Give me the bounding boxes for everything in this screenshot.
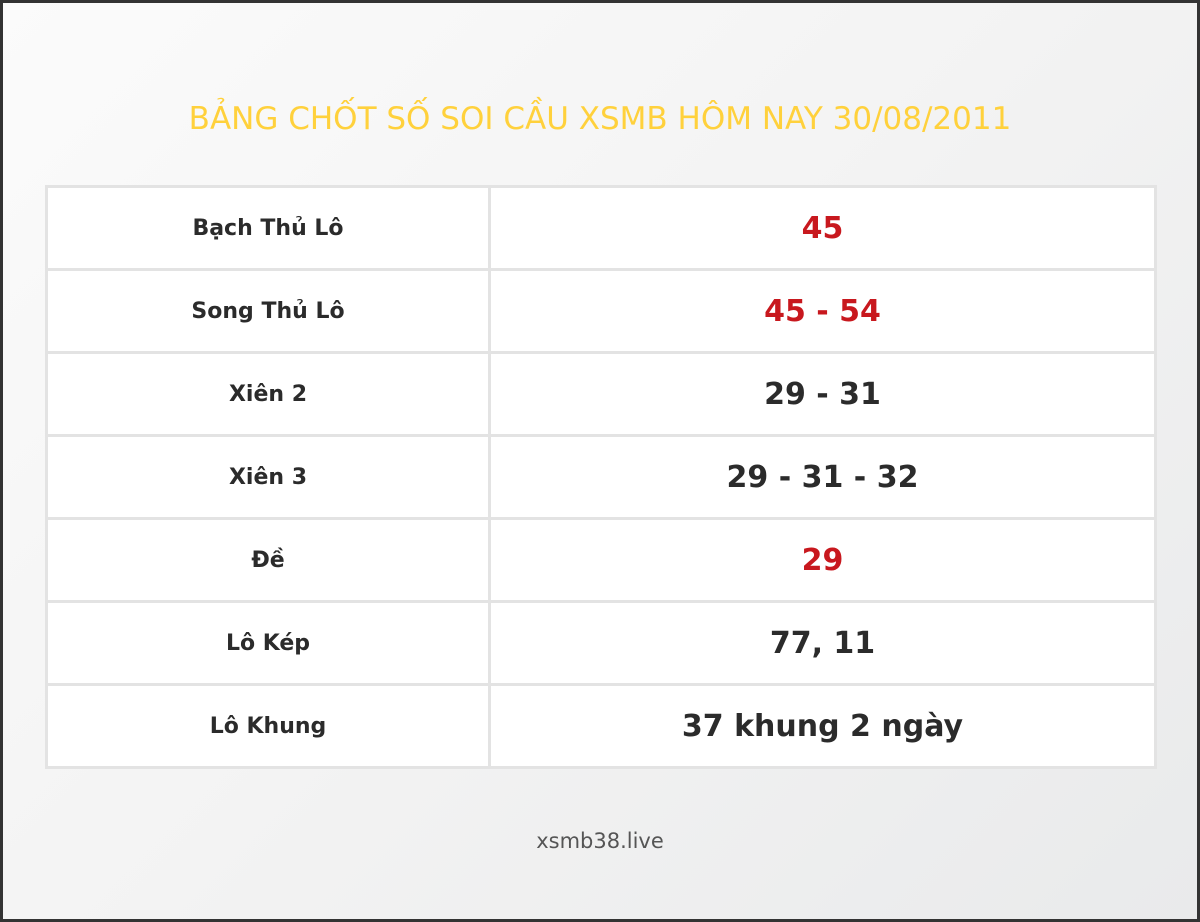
table-row: Đề 29 bbox=[45, 517, 1157, 603]
row-value: 37 khung 2 ngày bbox=[488, 683, 1157, 769]
page-title: BẢNG CHỐT SỐ SOI CẦU XSMB HÔM NAY 30/08/… bbox=[188, 101, 1012, 137]
table-row: Bạch Thủ Lô 45 bbox=[45, 185, 1157, 271]
site-footer: xsmb38.live bbox=[536, 829, 664, 853]
table-row: Xiên 2 29 - 31 bbox=[45, 351, 1157, 437]
row-value: 29 - 31 bbox=[488, 351, 1157, 437]
row-value: 29 bbox=[488, 517, 1157, 603]
row-label: Xiên 3 bbox=[45, 434, 491, 520]
row-label: Lô Kép bbox=[45, 600, 491, 686]
row-value: 45 bbox=[488, 185, 1157, 271]
row-value: 77, 11 bbox=[488, 600, 1157, 686]
table-row: Xiên 3 29 - 31 - 32 bbox=[45, 434, 1157, 520]
row-value: 45 - 54 bbox=[488, 268, 1157, 354]
table-row: Lô Kép 77, 11 bbox=[45, 600, 1157, 686]
row-label: Lô Khung bbox=[45, 683, 491, 769]
row-label: Xiên 2 bbox=[45, 351, 491, 437]
row-value: 29 - 31 - 32 bbox=[488, 434, 1157, 520]
table-row: Lô Khung 37 khung 2 ngày bbox=[45, 683, 1157, 769]
row-label: Bạch Thủ Lô bbox=[45, 185, 491, 271]
prediction-table: Bạch Thủ Lô 45 Song Thủ Lô 45 - 54 Xiên 2 29 … bbox=[45, 185, 1157, 769]
row-label: Đề bbox=[45, 517, 491, 603]
row-label: Song Thủ Lô bbox=[45, 268, 491, 354]
table-row: Song Thủ Lô 45 - 54 bbox=[45, 268, 1157, 354]
